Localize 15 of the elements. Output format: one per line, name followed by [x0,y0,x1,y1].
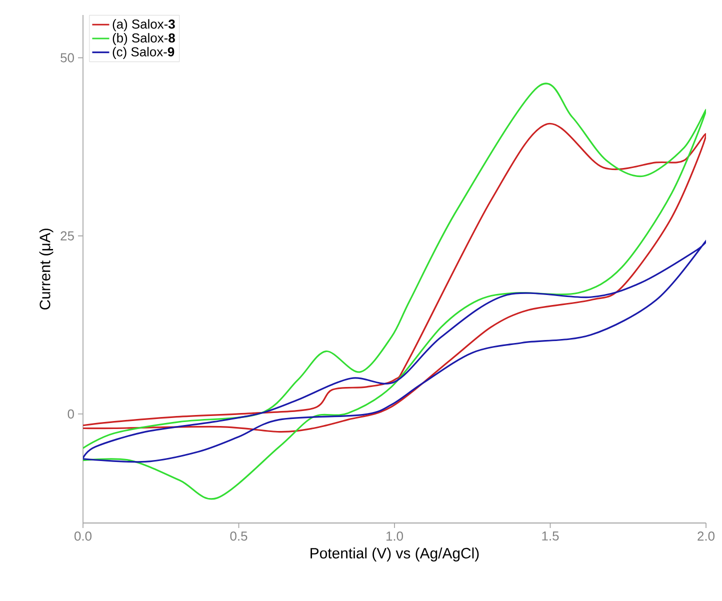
y-tick-label: 25 [60,231,74,240]
y-tick-label: 50 [60,53,74,62]
x-tick-label: 1.5 [542,532,559,541]
legend-label: (b) Salox-8 [112,33,175,46]
x-tick-label: 2.0 [698,532,715,541]
legend-label: (a) Salox-3 [112,19,175,32]
x-axis-title: Potential (V) vs (Ag/AgCl) [310,548,479,562]
x-tick-label: 1.0 [386,532,404,541]
x-tick-label: 0.0 [74,532,92,541]
legend-label: (c) Salox-9 [112,46,174,59]
line-series [83,240,706,463]
line-series [83,122,706,433]
y-axis-title: Current (μA) [39,228,54,310]
x-tick-label: 0.5 [230,532,248,541]
y-tick-label: 0 [68,409,74,419]
